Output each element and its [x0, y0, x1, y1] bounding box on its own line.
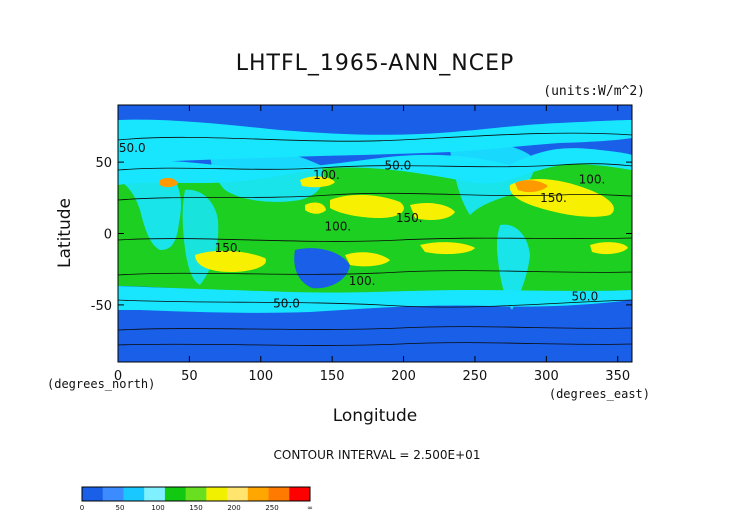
y-axis-label: Latitude — [55, 198, 75, 268]
yellow-patch-indian-south — [195, 250, 266, 272]
contour-label: 100. — [325, 220, 352, 234]
y-unit-label: (degrees_north) — [47, 377, 155, 391]
colorbar-swatch — [164, 487, 187, 501]
yellow-patch-pacific-north-2 — [410, 202, 455, 220]
yellow-patch-pacific-south-2 — [420, 242, 475, 255]
contour-label: 150. — [396, 211, 423, 225]
land-asia — [210, 148, 324, 202]
yellow-patch-pacific-south — [345, 252, 390, 267]
x-tick-label: 200 — [391, 369, 416, 384]
colorbar-swatch — [82, 487, 104, 501]
contour-label: 50.0 — [119, 141, 146, 155]
orange-patch-kuroshio — [160, 177, 178, 188]
x-axis-ticks: 0 50 100 150 200 250 300 350 — [114, 105, 630, 384]
contour-label: 50.0 — [384, 158, 411, 172]
yellow-patch-kuroshio — [300, 176, 335, 188]
contour-label: 50.0 — [572, 290, 599, 304]
contour-label: 50.0 — [273, 297, 300, 311]
yellow-patch-western-pacific — [305, 202, 326, 214]
colorbar-swatch — [247, 487, 270, 501]
y-tick-label: 50 — [95, 156, 112, 171]
colorbar-swatch — [123, 487, 145, 501]
colorbar-swatch — [102, 487, 124, 501]
colorbar-frame — [81, 486, 311, 502]
colorbar-swatch — [144, 487, 166, 501]
orange-patch-gulf-stream — [515, 180, 548, 193]
contour-lines — [118, 132, 632, 346]
colorbar-swatch — [268, 487, 290, 501]
yellow-patch-atlantic-south — [590, 242, 628, 255]
land-north-america — [450, 143, 534, 215]
land-australia — [294, 248, 350, 289]
x-axis-label: Longitude — [333, 406, 418, 426]
colorbar-swatch — [185, 487, 207, 501]
y-tick-label: -50 — [91, 299, 112, 314]
y-axis-ticks: -50 0 50 — [91, 156, 632, 314]
x-unit-label: (degrees_east) — [549, 387, 650, 401]
colorbar-tick-label: 50 — [116, 504, 125, 512]
x-tick-label: 250 — [463, 369, 488, 384]
contour-label: 100. — [313, 168, 340, 182]
y-tick-label: 0 — [104, 228, 112, 243]
colorbar-swatch — [206, 487, 228, 501]
colorbar-tick-label: 200 — [227, 504, 240, 512]
land-eurasia — [118, 150, 182, 250]
chart-title: LHTFL_1965-ANN_NCEP — [236, 51, 515, 76]
colorbar-tick-label: ∞ — [307, 504, 313, 512]
colorbar-tick-label: 0 — [80, 504, 84, 512]
x-tick-label: 150 — [320, 369, 345, 384]
colorbar-swatch — [227, 487, 249, 501]
colorbar-tick-label: 250 — [265, 504, 278, 512]
contour-field — [118, 105, 632, 362]
x-tick-label: 0 — [114, 369, 122, 384]
land-south-america — [496, 224, 530, 310]
yellow-patch-pacific-north — [330, 194, 404, 218]
contour-label: 150. — [215, 241, 242, 255]
colorbar: 0 50 100 150 200 250 ∞ — [80, 486, 313, 512]
colorbar-tick-label: 150 — [189, 504, 202, 512]
x-tick-label: 300 — [534, 369, 559, 384]
colorbar-tick-label: 100 — [151, 504, 164, 512]
contour-label: 100. — [579, 173, 606, 187]
x-tick-label: 100 — [248, 369, 273, 384]
contour-interval: CONTOUR INTERVAL = 2.500E+01 — [274, 448, 481, 462]
contour-labels: 50.0 50.0 100. 100. 150. 150. 100. 150. 100. 50.0… — [119, 141, 605, 311]
x-tick-label: 50 — [181, 369, 198, 384]
x-tick-label: 350 — [605, 369, 630, 384]
contour-label: 100. — [349, 274, 376, 288]
contour-label: 150. — [540, 191, 567, 205]
colorbar-swatch — [289, 487, 311, 501]
units-label: (units:W/m^2) — [543, 84, 645, 99]
